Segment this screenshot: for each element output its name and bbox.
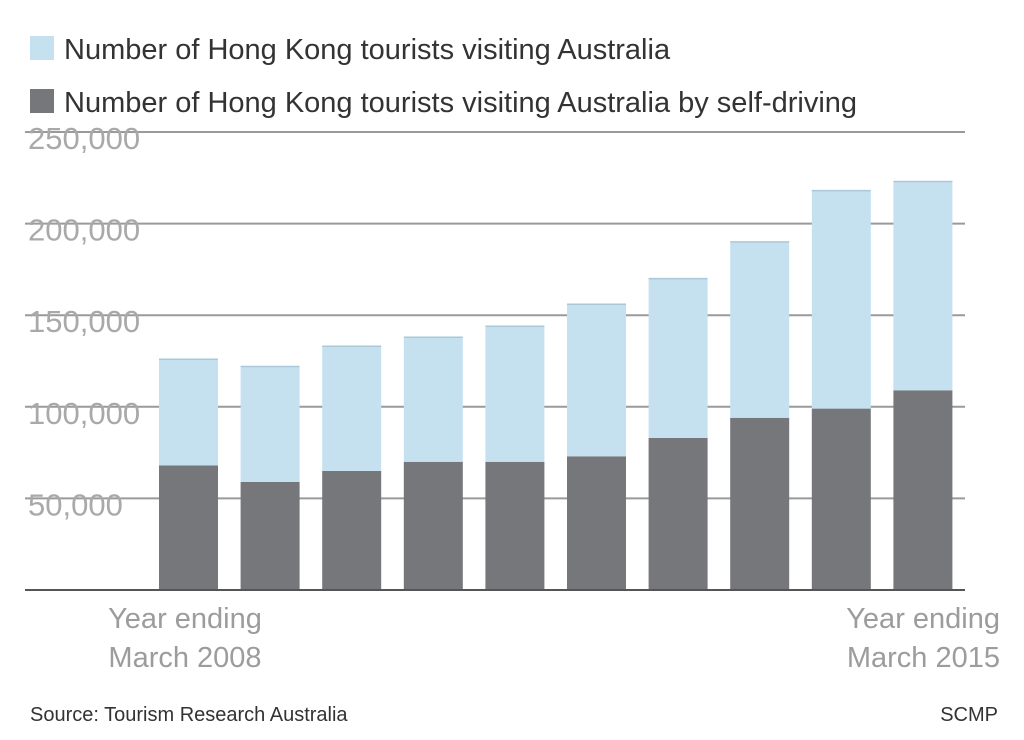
y-tick-label-2: 150,000 (28, 304, 140, 339)
x-start-label-line2: March 2008 (108, 642, 261, 674)
bar-total-remainder-7 (730, 241, 790, 418)
x-end-label-line2: March 2015 (847, 642, 1000, 674)
bar-self-driving-9 (893, 390, 953, 590)
bar-self-driving-3 (403, 461, 463, 590)
bar-total-remainder-9 (893, 181, 953, 391)
x-start-label-line1: Year ending (108, 603, 262, 635)
y-tick-label-3: 200,000 (28, 213, 140, 248)
x-axis-labels: Year ending March 2008 Year ending March… (108, 603, 1000, 674)
bar-total-remainder-3 (403, 337, 463, 462)
y-tick-label-0: 50,000 (28, 487, 123, 522)
source-note: Source: Tourism Research Australia (30, 704, 348, 726)
bar-self-driving-4 (485, 461, 545, 590)
y-tick-labels: 50,000 100,000 150,000 200,000 250,000 (28, 121, 140, 522)
bars (159, 180, 953, 590)
brand-mark: SCMP (940, 704, 998, 726)
bar-total-remainder-1 (240, 366, 300, 482)
y-tick-label-1: 100,000 (28, 396, 140, 431)
bar-self-driving-7 (730, 417, 790, 590)
y-tick-label-4: 250,000 (28, 121, 140, 156)
legend-swatch-total (30, 36, 54, 60)
bar-self-driving-8 (811, 408, 871, 590)
bar-self-driving-1 (240, 481, 300, 590)
bar-total-remainder-5 (567, 304, 626, 457)
bar-self-driving-0 (159, 465, 218, 590)
legend: Number of Hong Kong tourists visiting Au… (30, 34, 857, 119)
bar-total-remainder-2 (322, 346, 382, 471)
legend-label-total: Number of Hong Kong tourists visiting Au… (64, 34, 671, 66)
bar-total-remainder-0 (159, 359, 218, 466)
bar-self-driving-5 (567, 456, 626, 590)
bar-total-remainder-6 (648, 278, 708, 438)
bar-self-driving-2 (322, 470, 382, 590)
bar-self-driving-6 (648, 437, 708, 590)
bar-total-remainder-8 (811, 190, 871, 409)
legend-swatch-self-driving (30, 89, 54, 113)
x-end-label-line1: Year ending (846, 603, 1000, 635)
legend-label-self-driving: Number of Hong Kong tourists visiting Au… (64, 87, 857, 119)
bar-total-remainder-4 (485, 326, 545, 462)
